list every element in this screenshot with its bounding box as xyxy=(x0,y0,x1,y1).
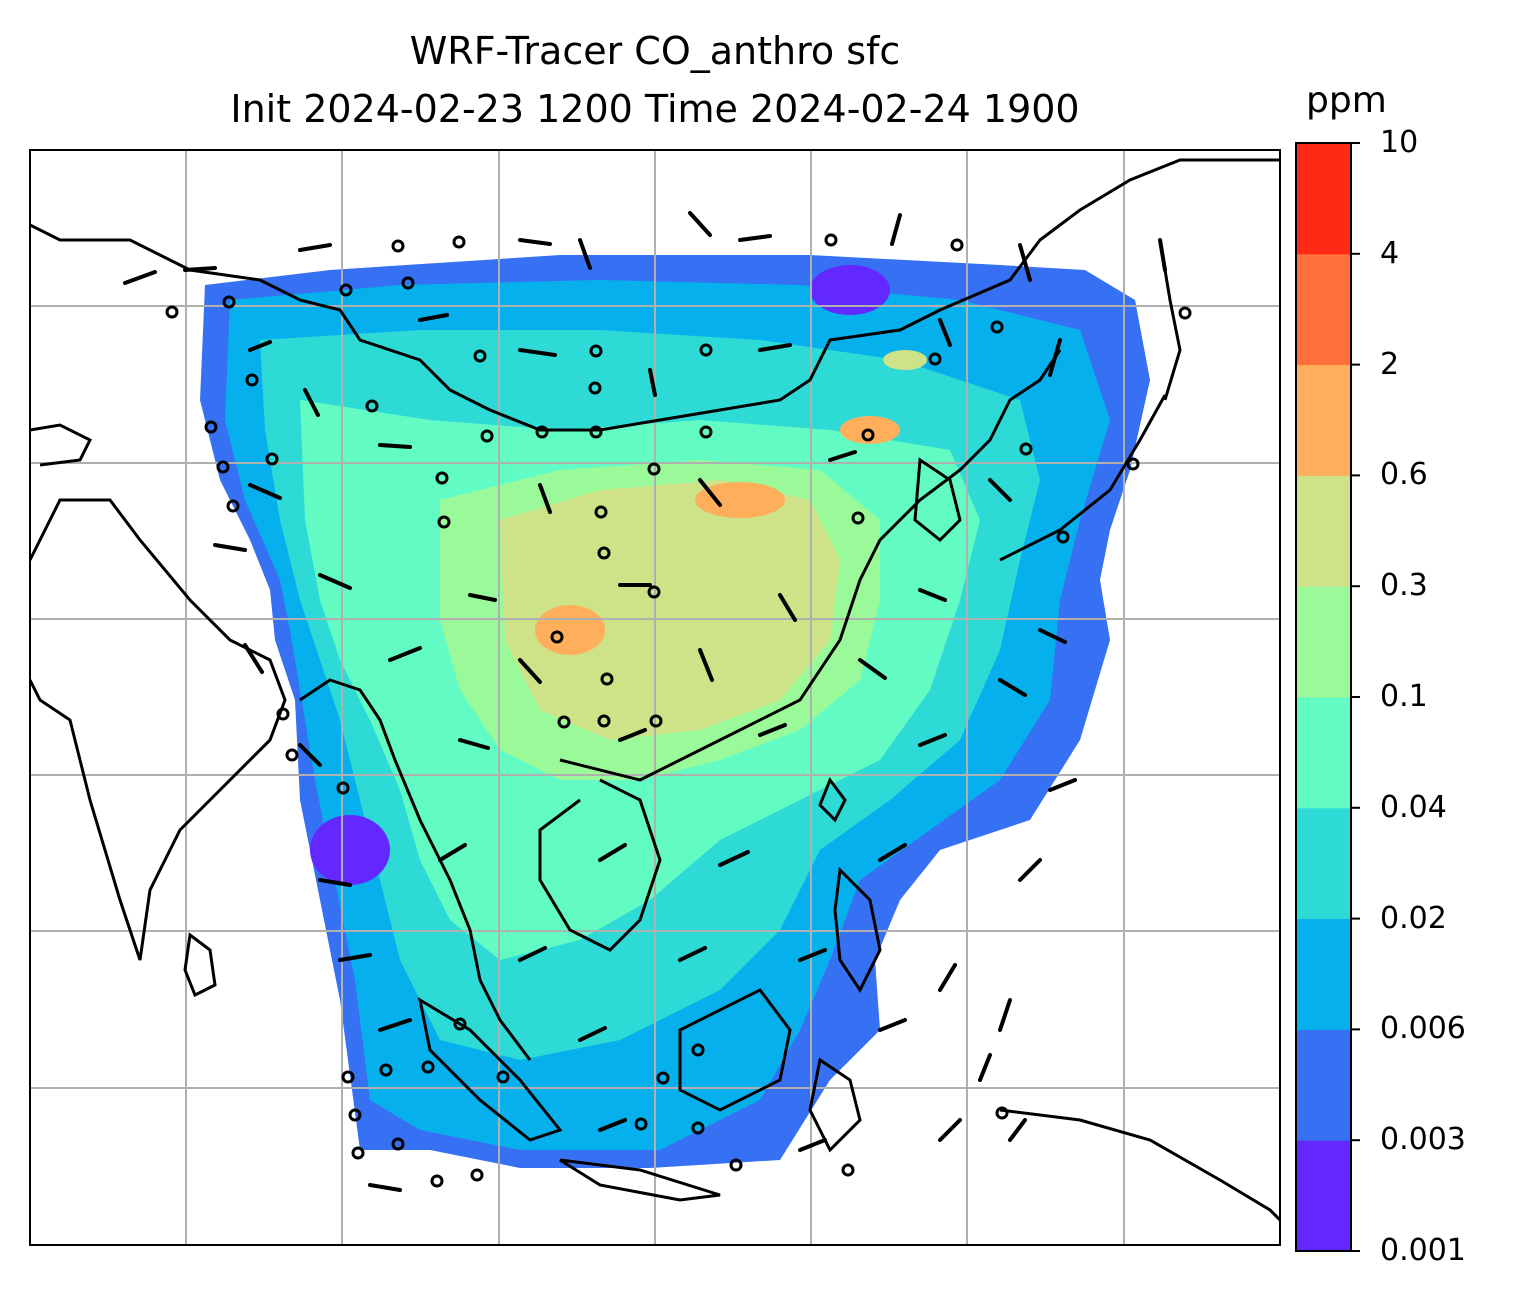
coastline-japan xyxy=(999,394,1167,562)
coastline-srilanka xyxy=(183,932,217,998)
colorbar-segment xyxy=(1296,807,1351,920)
coastline-philippines xyxy=(833,866,882,993)
colorbar-segment xyxy=(1296,1029,1351,1141)
wind-barbs xyxy=(123,211,1167,1192)
colorbar-tick-label: 0.006 xyxy=(1380,1011,1466,1047)
colorbar-tick-label: 4 xyxy=(1380,235,1400,271)
colorbar-tick-label: 0.3 xyxy=(1380,568,1428,604)
colorbar-segment xyxy=(1296,1140,1351,1252)
field-hotspot-1 xyxy=(535,605,605,655)
field-hotspot-4 xyxy=(883,350,927,370)
colorbar-tick-label: 2 xyxy=(1380,346,1400,382)
coastlines xyxy=(30,158,1280,1222)
colorbar-tick-label: 0.001 xyxy=(1380,1233,1466,1268)
colorbar-segment xyxy=(1296,697,1351,809)
colorbar-tick-label: 0.02 xyxy=(1380,900,1447,936)
field-low-patch xyxy=(310,815,390,885)
coastline-sulawesi xyxy=(808,1057,862,1153)
map-plot-area xyxy=(30,150,1280,1245)
colorbar-segment xyxy=(1296,253,1351,366)
colorbar-segment xyxy=(1296,143,1351,255)
map-title-line1: WRF-Tracer CO_anthro sfc xyxy=(409,29,901,73)
coastline-india xyxy=(30,498,287,961)
coastline-caspian xyxy=(30,423,93,467)
coastline-bay-east xyxy=(299,678,532,1061)
colorbar-tick-label: 0.04 xyxy=(1380,789,1447,825)
colorbar-tick-label: 10 xyxy=(1380,125,1419,160)
field-band-3 xyxy=(500,480,840,740)
coastline-borneo xyxy=(678,988,792,1112)
colorbar-frame xyxy=(1295,142,1352,1252)
colorbar-segment xyxy=(1296,586,1351,698)
colorbar-tick-label: 0.6 xyxy=(1380,457,1428,493)
gridlines xyxy=(30,150,1280,1245)
field-low-patch-2 xyxy=(810,265,890,315)
coastline-russia xyxy=(30,158,1280,432)
coastline-indochina xyxy=(538,778,662,952)
colorbar-tick-label: 0.003 xyxy=(1380,1122,1466,1158)
coastline-sumatra xyxy=(417,996,563,1142)
coastline-taiwan xyxy=(818,776,847,823)
map-frame xyxy=(29,149,1281,1246)
coastline-java xyxy=(559,1158,721,1202)
colorbar xyxy=(1296,142,1360,1252)
coastline-china xyxy=(559,349,1062,782)
calm-markers xyxy=(165,233,1192,1188)
field-hotspot-2 xyxy=(695,482,785,518)
coastline-newguinea xyxy=(999,1108,1280,1222)
colorbar-segment xyxy=(1296,918,1351,1030)
colorbar-tick-label: 0.1 xyxy=(1380,679,1428,714)
colorbar-unit-label: ppm xyxy=(1306,80,1387,121)
coastline-korea xyxy=(913,457,962,543)
colorbar-segment xyxy=(1296,475,1351,587)
map-title-line2: Init 2024-02-23 1200 Time 2024-02-24 190… xyxy=(230,87,1080,131)
colorbar-segment xyxy=(1296,364,1351,476)
